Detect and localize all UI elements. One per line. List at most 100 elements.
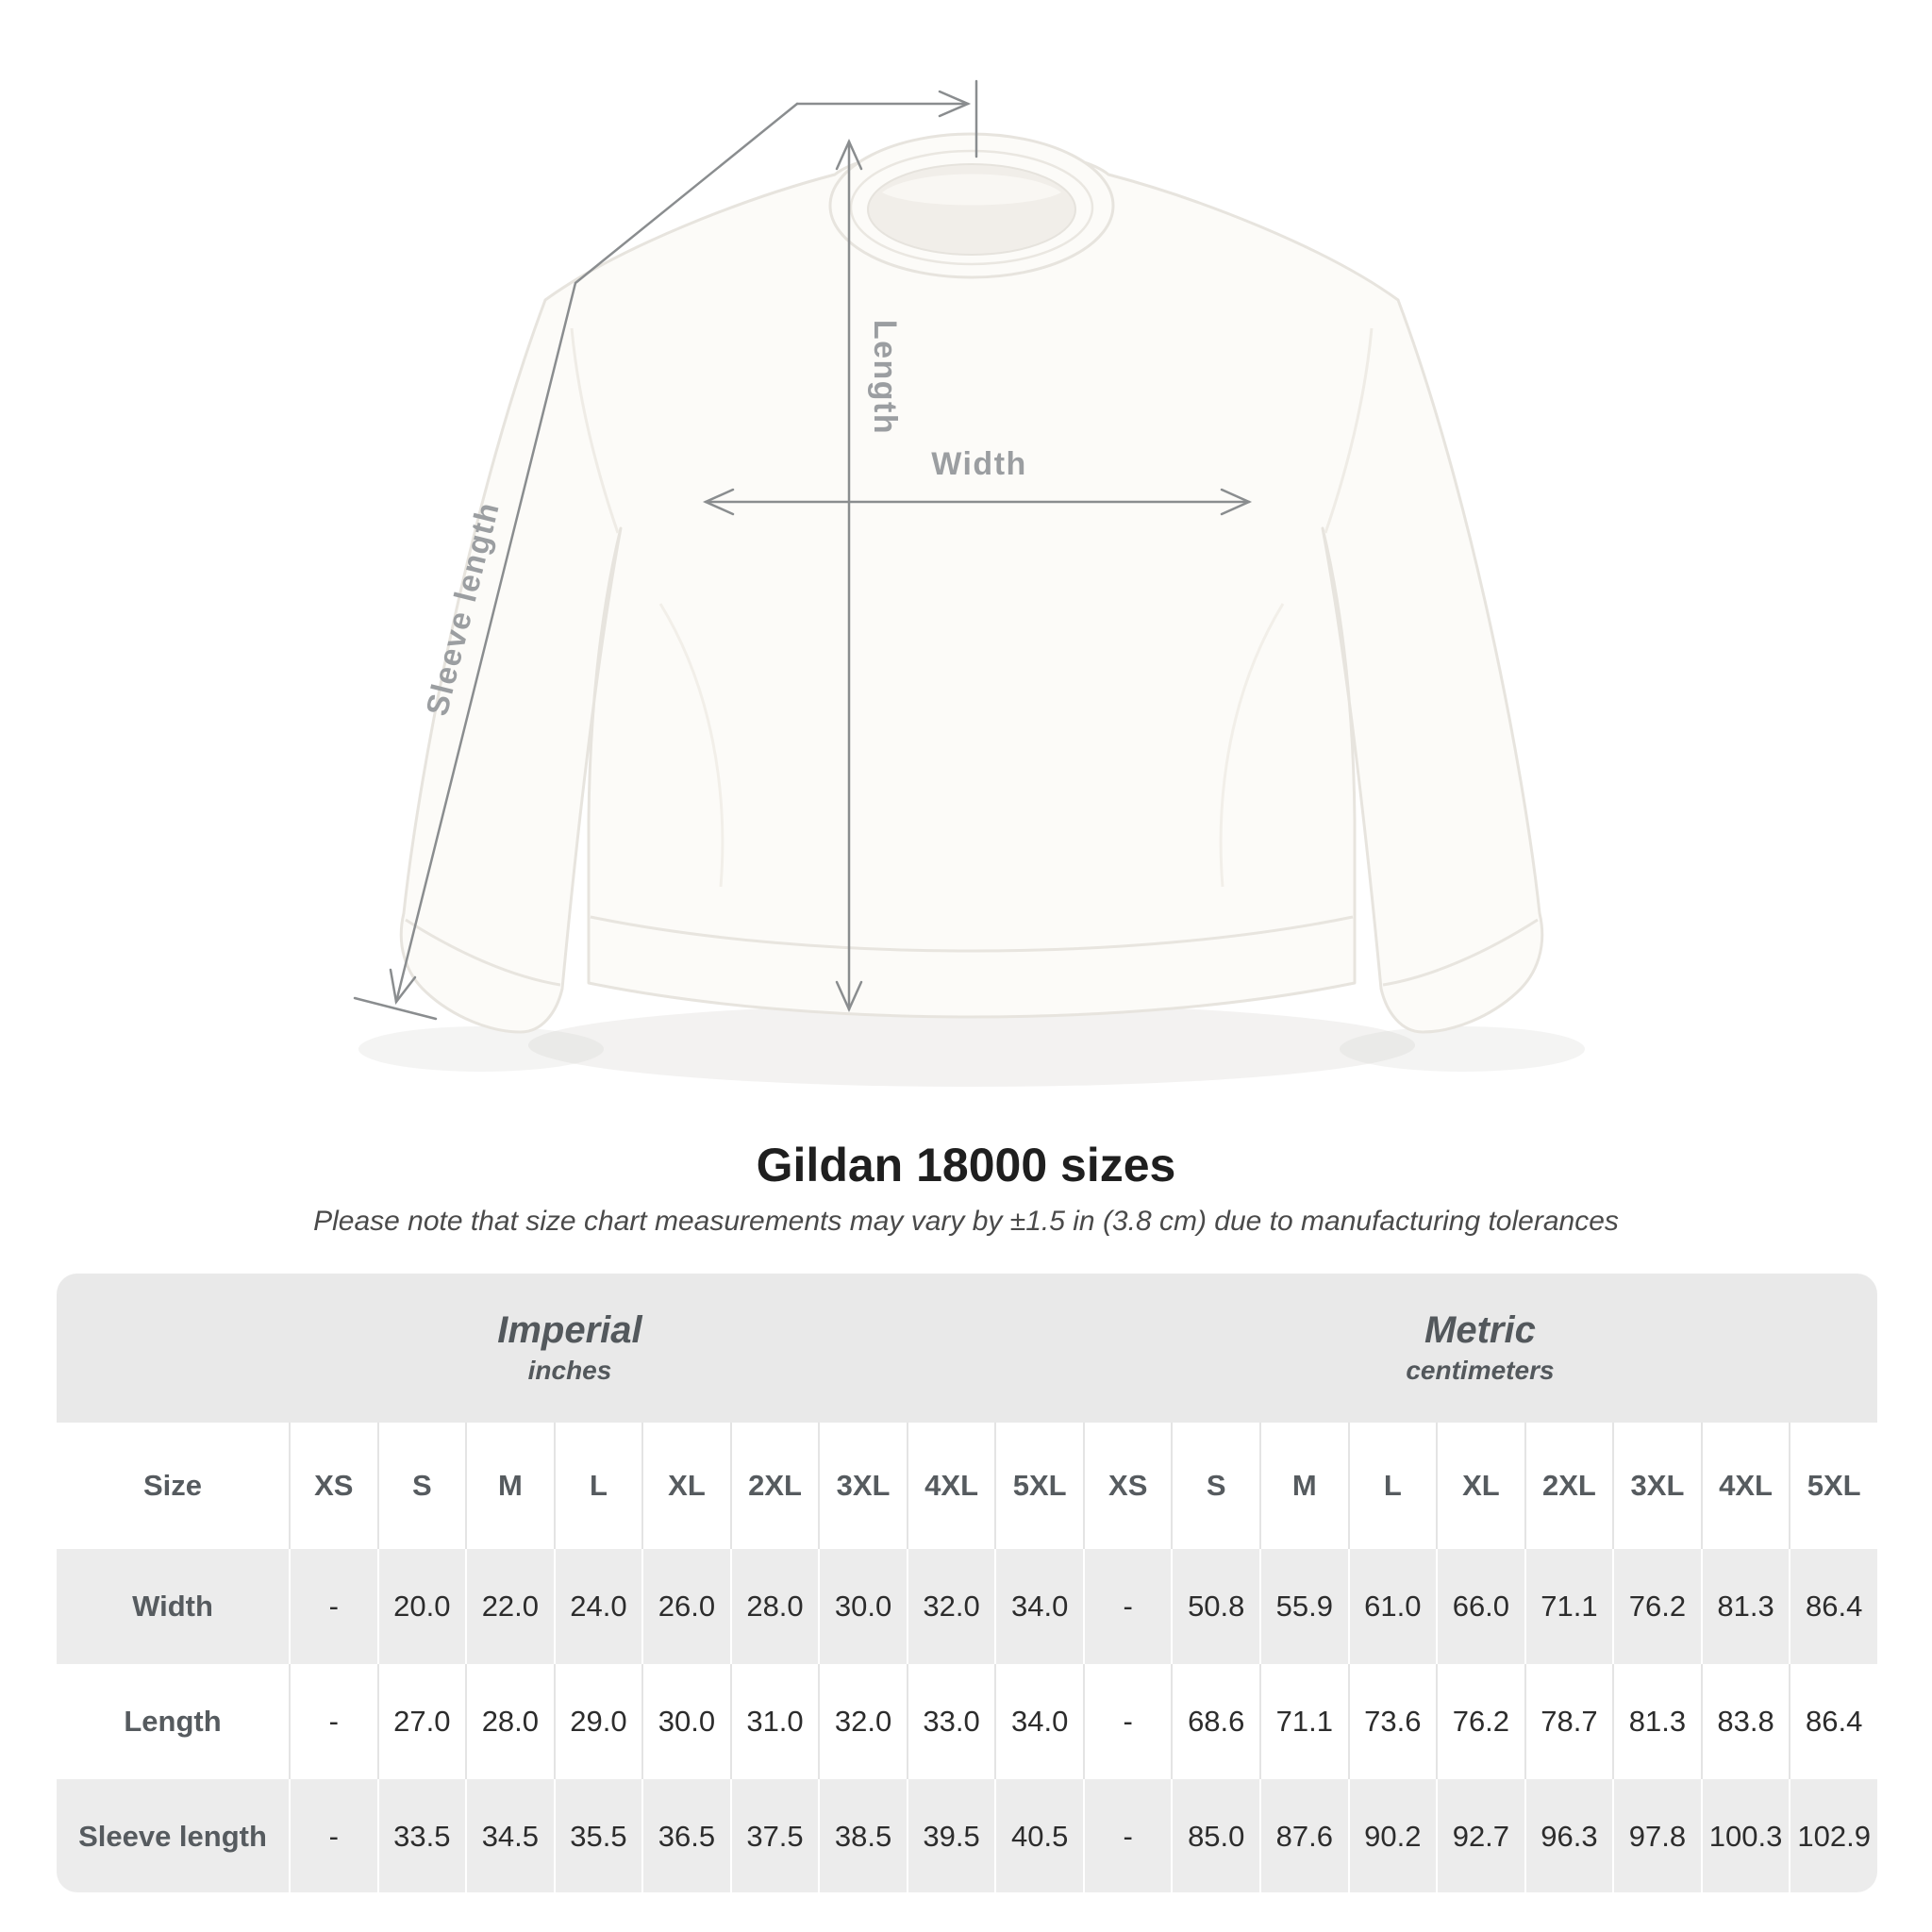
size-col-header: 4XL — [906, 1423, 995, 1549]
size-col-header: M — [465, 1423, 554, 1549]
cell-value: 71.1 — [1524, 1549, 1613, 1664]
cell-value: 73.6 — [1347, 1664, 1437, 1779]
right-cuff-seam — [1382, 918, 1539, 987]
cell-value: 102.9 — [1789, 1779, 1877, 1892]
length-label: Length — [867, 320, 903, 435]
left-fold-line — [658, 603, 724, 888]
cell-value: 26.0 — [641, 1549, 730, 1664]
cell-value: 66.0 — [1436, 1549, 1524, 1664]
size-col-header: 2XL — [729, 1423, 819, 1549]
cell-value: 20.0 — [376, 1549, 466, 1664]
size-col-header: 2XL — [1524, 1423, 1613, 1549]
cell-value: - — [1082, 1779, 1172, 1892]
collar-inside-back — [882, 174, 1061, 206]
cell-value: 81.3 — [1700, 1549, 1790, 1664]
product-measurement-diagram: Length Width Sleeve length — [353, 79, 1585, 1087]
cell-value: 85.0 — [1171, 1779, 1260, 1892]
cell-value: 68.6 — [1171, 1664, 1260, 1779]
cell-value: 86.4 — [1789, 1664, 1877, 1779]
up-arrowhead-icon — [835, 138, 863, 171]
table-row-width: Width - 20.0 22.0 24.0 26.0 28.0 30.0 32… — [57, 1549, 1877, 1664]
sleeve-arrowhead-icon — [389, 968, 417, 1006]
right-arrowhead-icon — [1220, 488, 1253, 516]
cell-value: - — [289, 1779, 377, 1892]
metric-section-header: Metric centimeters — [1082, 1274, 1877, 1423]
row-label: Width — [57, 1549, 289, 1664]
metric-unit: centimeters — [1406, 1356, 1555, 1385]
cell-value: 40.5 — [994, 1779, 1083, 1892]
size-col-header: XL — [641, 1423, 730, 1549]
right-arrowhead-icon — [938, 90, 972, 118]
size-col-header: S — [1171, 1423, 1260, 1549]
cell-value: 86.4 — [1789, 1549, 1877, 1664]
cell-value: 34.0 — [994, 1549, 1083, 1664]
down-arrowhead-icon — [835, 980, 863, 1013]
width-measure-line — [702, 488, 1253, 516]
size-col-header: L — [553, 1423, 642, 1549]
cell-value: - — [289, 1549, 377, 1664]
size-column-header: Size — [57, 1423, 289, 1549]
size-col-header: XS — [289, 1423, 377, 1549]
cell-value: 28.0 — [729, 1549, 819, 1664]
right-cuff-shadow — [1340, 1026, 1585, 1072]
cell-value: 27.0 — [376, 1664, 466, 1779]
cell-value: 32.0 — [906, 1549, 995, 1664]
cell-value: 76.2 — [1436, 1664, 1524, 1779]
imperial-unit: inches — [527, 1356, 612, 1385]
imperial-title: Imperial — [497, 1309, 642, 1351]
size-col-header: XS — [1082, 1423, 1172, 1549]
cell-value: 38.5 — [818, 1779, 907, 1892]
cell-value: 96.3 — [1524, 1779, 1613, 1892]
cell-value: 90.2 — [1347, 1779, 1437, 1892]
sweatshirt-body — [399, 146, 1544, 1034]
metric-title: Metric — [1424, 1309, 1536, 1351]
size-col-header: L — [1347, 1423, 1437, 1549]
collar-seam — [849, 149, 1094, 266]
cell-value: 24.0 — [553, 1549, 642, 1664]
size-col-header: 5XL — [1789, 1423, 1877, 1549]
cell-value: 39.5 — [906, 1779, 995, 1892]
size-col-header: XL — [1436, 1423, 1524, 1549]
cell-value: - — [1082, 1664, 1172, 1779]
cell-value: - — [1082, 1549, 1172, 1664]
cell-value: 92.7 — [1436, 1779, 1524, 1892]
size-col-header: S — [376, 1423, 466, 1549]
cell-value: 97.8 — [1612, 1779, 1701, 1892]
cell-value: 33.0 — [906, 1664, 995, 1779]
cell-value: 71.1 — [1259, 1664, 1348, 1779]
cell-value: 61.0 — [1347, 1549, 1437, 1664]
row-label: Length — [57, 1664, 289, 1779]
left-arrowhead-icon — [702, 488, 735, 516]
garment-shadow — [528, 1004, 1415, 1087]
cell-value: - — [289, 1664, 377, 1779]
row-label: Sleeve length — [57, 1779, 289, 1892]
cell-value: 28.0 — [465, 1664, 554, 1779]
page-title: Gildan 18000 sizes — [756, 1139, 1176, 1191]
cell-value: 35.5 — [553, 1779, 642, 1892]
left-shoulder-seam — [570, 327, 620, 534]
cell-value: 36.5 — [641, 1779, 730, 1892]
page-subtitle: Please note that size chart measurements… — [313, 1206, 1619, 1237]
size-col-header: 4XL — [1700, 1423, 1790, 1549]
cell-value: 37.5 — [729, 1779, 819, 1892]
cell-value: 33.5 — [376, 1779, 466, 1892]
width-label: Width — [931, 446, 1027, 482]
cell-value: 31.0 — [729, 1664, 819, 1779]
size-header-row: Size XS S M L XL 2XL 3XL 4XL 5XL XS S M … — [57, 1423, 1877, 1549]
table-row-length: Length - 27.0 28.0 29.0 30.0 31.0 32.0 3… — [57, 1664, 1877, 1779]
cuff-end-tick — [353, 996, 438, 1021]
size-col-header: 3XL — [818, 1423, 907, 1549]
size-col-header: M — [1259, 1423, 1348, 1549]
units-header-row: Imperial inches Metric centimeters — [57, 1274, 1877, 1423]
sweatshirt-illustration: Length Width Sleeve length — [353, 79, 1585, 1087]
cell-value: 55.9 — [1259, 1549, 1348, 1664]
cell-value: 50.8 — [1171, 1549, 1260, 1664]
cell-value: 32.0 — [818, 1664, 907, 1779]
imperial-section-header: Imperial inches — [57, 1274, 1083, 1423]
size-col-header: 3XL — [1612, 1423, 1701, 1549]
table-row-sleeve-length: Sleeve length - 33.5 34.5 35.5 36.5 37.5… — [57, 1779, 1877, 1892]
sleeve-diagonal-segment — [394, 102, 799, 1004]
size-col-header: 5XL — [994, 1423, 1083, 1549]
cell-value: 81.3 — [1612, 1664, 1701, 1779]
cell-value: 78.7 — [1524, 1664, 1613, 1779]
